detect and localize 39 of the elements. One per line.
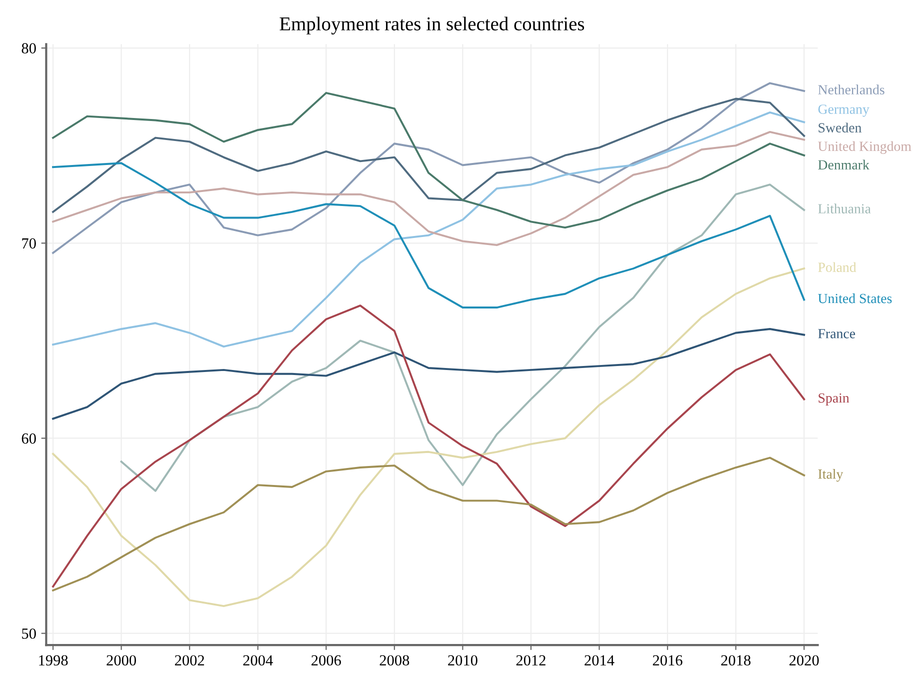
series-label: France bbox=[818, 329, 856, 338]
line-series bbox=[52, 130, 806, 246]
series-label: Denmark bbox=[818, 160, 870, 170]
y-tick-label: 70 bbox=[22, 238, 36, 249]
y-tick-label: 80 bbox=[22, 43, 36, 54]
line-series bbox=[52, 456, 806, 592]
series-label: Poland bbox=[818, 262, 856, 272]
line-series bbox=[52, 304, 806, 588]
line-series bbox=[52, 82, 806, 254]
series-label: United States bbox=[818, 293, 892, 304]
line-series bbox=[120, 184, 806, 492]
series-label: Spain bbox=[818, 393, 850, 406]
x-tick-label: 2018 bbox=[721, 655, 750, 666]
x-tick-label: 2020 bbox=[789, 655, 819, 666]
line-series bbox=[52, 92, 806, 229]
series-label: Italy bbox=[818, 468, 844, 482]
series-label: Sweden bbox=[818, 122, 862, 132]
series-label: United Kingdom bbox=[818, 141, 912, 154]
line-series bbox=[52, 328, 806, 420]
x-tick-label: 1998 bbox=[39, 655, 68, 666]
x-tick-label: 2010 bbox=[448, 655, 478, 666]
x-tick-label: 2006 bbox=[312, 655, 341, 666]
x-tick-label: 2014 bbox=[584, 655, 614, 666]
series-label: Netherlands bbox=[818, 84, 884, 94]
x-tick-label: 2008 bbox=[380, 655, 410, 666]
y-tick-label: 50 bbox=[22, 628, 36, 639]
y-tick-label: 60 bbox=[22, 433, 36, 444]
x-tick-label: 2000 bbox=[106, 655, 136, 666]
x-tick-label: 2012 bbox=[516, 655, 546, 666]
chart-title: Employment rates in selected countries bbox=[280, 16, 584, 34]
line-series bbox=[52, 111, 806, 348]
line-series bbox=[52, 98, 806, 213]
line-series bbox=[52, 268, 806, 608]
line-series bbox=[52, 162, 806, 308]
series-label: Lithuania bbox=[818, 204, 871, 214]
x-tick-label: 2004 bbox=[243, 655, 273, 666]
x-tick-label: 2016 bbox=[652, 655, 682, 666]
x-tick-label: 2002 bbox=[174, 655, 204, 666]
series-label: Germany bbox=[818, 104, 870, 117]
